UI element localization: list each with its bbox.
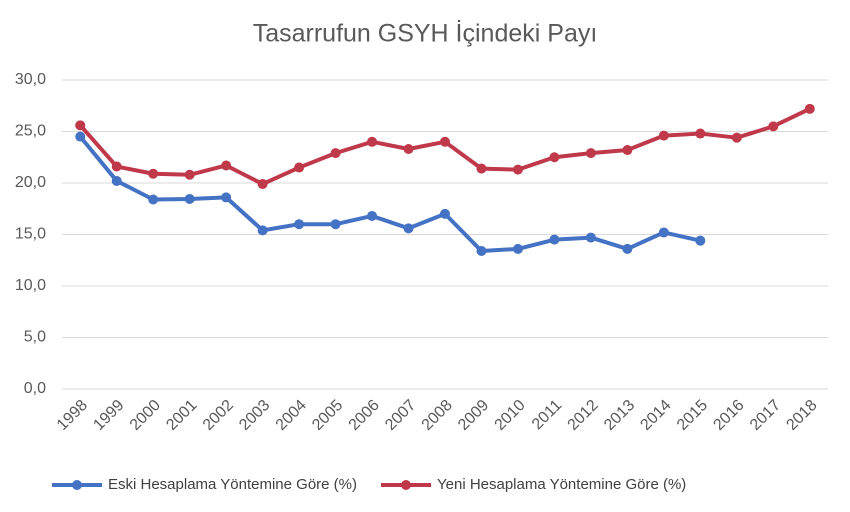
data-point xyxy=(476,245,487,256)
data-point xyxy=(804,103,815,114)
data-point xyxy=(658,130,669,141)
data-point xyxy=(440,136,450,147)
data-point xyxy=(549,234,560,245)
legend-marker xyxy=(401,480,411,490)
data-point xyxy=(622,145,633,156)
data-point xyxy=(148,194,159,205)
data-point xyxy=(585,148,596,159)
x-tick-label: 2018 xyxy=(783,397,820,434)
x-tick-label: 2001 xyxy=(163,397,200,434)
x-tick-label: 1999 xyxy=(90,397,127,434)
data-point xyxy=(512,164,523,175)
y-tick-label: 30,0 xyxy=(15,71,46,88)
y-tick-label: 10,0 xyxy=(15,277,46,294)
data-point xyxy=(257,225,268,236)
data-point xyxy=(367,210,378,221)
x-tick-label: 2004 xyxy=(273,397,310,434)
x-tick-label: 2000 xyxy=(127,397,164,434)
y-tick-label: 25,0 xyxy=(15,123,46,140)
x-tick-label: 2016 xyxy=(710,397,747,434)
series-line xyxy=(78,135,701,253)
data-point xyxy=(440,208,450,219)
data-point xyxy=(695,235,706,246)
x-tick-label: 2003 xyxy=(236,397,273,434)
data-point xyxy=(403,144,414,155)
x-tick-label: 2012 xyxy=(565,397,602,434)
data-point xyxy=(731,132,742,143)
data-point xyxy=(330,219,341,230)
data-point xyxy=(294,219,305,230)
data-point xyxy=(658,227,669,238)
data-point xyxy=(549,152,560,163)
x-tick-label: 2017 xyxy=(747,397,784,434)
x-tick-label: 2014 xyxy=(637,397,674,434)
x-tick-label: 2008 xyxy=(419,397,456,434)
chart-title: Tasarrufun GSYH İçindeki Payı xyxy=(253,19,598,48)
data-point xyxy=(184,193,195,204)
x-tick-label: 2015 xyxy=(674,397,711,434)
legend-item: Eski Hesaplama Yöntemine Göre (%) xyxy=(52,476,357,493)
data-point xyxy=(403,223,414,234)
data-point xyxy=(330,148,341,159)
data-point xyxy=(257,179,268,190)
x-tick-label: 2007 xyxy=(382,397,419,434)
x-tick-label: 2011 xyxy=(529,397,565,433)
data-point xyxy=(221,160,232,171)
y-tick-label: 20,0 xyxy=(15,174,46,191)
legend-marker xyxy=(72,480,82,490)
data-point xyxy=(148,168,159,179)
data-point xyxy=(75,120,86,131)
legend-item: Yeni Hesaplama Yöntemine Göre (%) xyxy=(381,476,686,493)
legend-label: Eski Hesaplama Yöntemine Göre (%) xyxy=(108,476,357,493)
data-point xyxy=(585,232,596,243)
x-tick-label: 2005 xyxy=(309,397,346,434)
data-point xyxy=(476,163,487,174)
y-tick-label: 5,0 xyxy=(24,329,46,346)
data-point xyxy=(367,136,378,147)
data-point xyxy=(512,243,523,254)
data-point xyxy=(622,243,633,254)
x-tick-label: 2006 xyxy=(346,397,383,434)
data-point xyxy=(221,192,232,203)
data-point xyxy=(111,161,122,172)
x-tick-label: 1998 xyxy=(54,397,91,434)
data-point xyxy=(294,162,305,173)
data-point xyxy=(75,131,86,142)
x-tick-label: 2002 xyxy=(200,397,237,434)
x-tick-label: 2013 xyxy=(601,397,638,434)
x-tick-label: 2009 xyxy=(455,397,492,434)
y-tick-label: 0,0 xyxy=(24,380,46,397)
data-point xyxy=(111,175,122,186)
data-point xyxy=(695,128,706,139)
legend-label: Yeni Hesaplama Yöntemine Göre (%) xyxy=(437,476,686,493)
data-point xyxy=(184,169,195,180)
x-tick-label: 2010 xyxy=(492,397,529,434)
data-point xyxy=(768,121,779,132)
y-tick-label: 15,0 xyxy=(15,226,46,243)
